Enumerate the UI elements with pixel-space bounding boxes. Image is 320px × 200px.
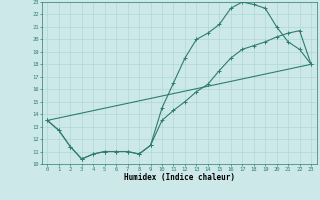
X-axis label: Humidex (Indice chaleur): Humidex (Indice chaleur) (124, 173, 235, 182)
